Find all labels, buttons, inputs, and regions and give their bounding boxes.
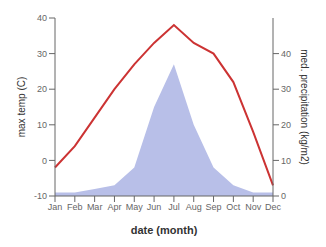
svg-text:max temp (C): max temp (C) [16, 77, 27, 138]
svg-text:10: 10 [281, 156, 291, 166]
svg-text:Jul: Jul [168, 202, 180, 212]
svg-text:30: 30 [281, 84, 291, 94]
svg-text:20: 20 [281, 120, 291, 130]
svg-text:40: 40 [281, 49, 291, 59]
svg-text:40: 40 [37, 13, 47, 23]
svg-text:Jan: Jan [48, 202, 63, 212]
svg-text:Oct: Oct [226, 202, 241, 212]
svg-text:-10: -10 [34, 191, 47, 201]
svg-text:0: 0 [281, 191, 286, 201]
svg-text:Aug: Aug [186, 202, 202, 212]
svg-text:10: 10 [37, 120, 47, 130]
svg-text:Mar: Mar [87, 202, 103, 212]
svg-text:Sep: Sep [206, 202, 222, 212]
svg-text:20: 20 [37, 84, 47, 94]
svg-text:Dec: Dec [265, 202, 282, 212]
svg-text:Apr: Apr [107, 202, 121, 212]
svg-text:Feb: Feb [67, 202, 83, 212]
svg-text:med. precipitation (kg/m2): med. precipitation (kg/m2) [299, 49, 310, 165]
svg-text:Jun: Jun [147, 202, 162, 212]
svg-text:30: 30 [37, 49, 47, 59]
svg-text:May: May [126, 202, 144, 212]
svg-text:Nov: Nov [245, 202, 262, 212]
svg-text:0: 0 [42, 156, 47, 166]
svg-text:date (month): date (month) [131, 224, 198, 236]
